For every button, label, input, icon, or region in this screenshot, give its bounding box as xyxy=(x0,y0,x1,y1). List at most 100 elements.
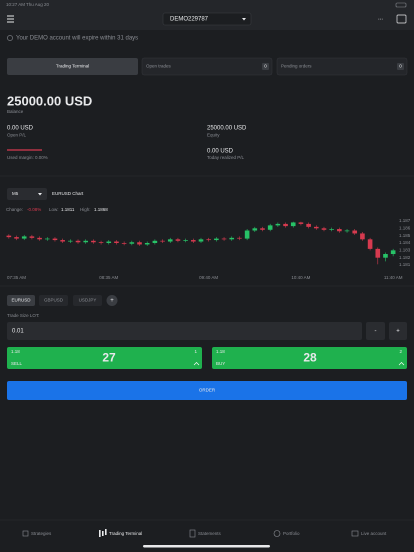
buy-price: 1.18 xyxy=(216,349,225,354)
low-label: Low: xyxy=(49,207,59,212)
equity-label: Equity xyxy=(207,133,220,138)
candle-body xyxy=(221,238,227,240)
candle-body xyxy=(167,239,173,242)
candle-body xyxy=(214,238,219,241)
symbol-chip-active[interactable] xyxy=(7,295,35,306)
used-margin: Used margin: 0.00% xyxy=(7,155,48,160)
change-value: -0.08% xyxy=(27,207,41,212)
nav-icon xyxy=(351,530,359,537)
tab[interactable] xyxy=(141,57,273,76)
decrease-button[interactable] xyxy=(366,322,385,340)
menu-button[interactable] xyxy=(7,15,14,23)
tab-badge xyxy=(262,63,269,70)
candle-body xyxy=(275,223,281,226)
trade-size: 0.01 xyxy=(12,329,24,335)
nav-item[interactable]: Live account xyxy=(361,531,387,536)
sell-label: SELL xyxy=(11,361,23,366)
candle-body xyxy=(367,239,373,249)
buy-count: 2 xyxy=(399,349,402,354)
order-label: ORDER xyxy=(199,388,216,393)
sell-button[interactable]: 1.18 27 1 SELL xyxy=(7,347,202,369)
minus: - xyxy=(375,329,377,335)
account-dropdown[interactable]: DEMO229787 xyxy=(162,12,252,26)
candle-body xyxy=(144,243,150,245)
candle-body xyxy=(360,233,365,240)
x-tick-label: 11:40 AM xyxy=(384,275,403,280)
low-value: 1.1811 xyxy=(61,207,75,212)
expiry-notice: Your DEMO account will expire within 31 … xyxy=(16,36,138,42)
x-tick-label: 08:35 AM xyxy=(99,275,118,280)
symbol-chip[interactable] xyxy=(73,295,102,306)
high-label: High: xyxy=(80,207,91,212)
dropdown-box xyxy=(162,12,252,26)
candle-body xyxy=(29,236,35,238)
candle-body xyxy=(106,241,112,243)
candle-body xyxy=(98,242,104,243)
tab-count: 0 xyxy=(399,64,402,69)
candle-body xyxy=(206,239,211,241)
candle-body xyxy=(375,248,381,258)
candle-body xyxy=(290,222,296,227)
plus: + xyxy=(396,329,400,335)
candle-body xyxy=(260,228,265,230)
trade-size-input[interactable] xyxy=(7,322,362,340)
nav-icon-part xyxy=(105,529,107,535)
symbol: USDJPY xyxy=(79,298,97,303)
candle-body xyxy=(21,236,27,239)
tab[interactable] xyxy=(276,57,408,76)
timeframe-dropdown[interactable]: M5 xyxy=(7,188,47,200)
candle-body xyxy=(14,237,19,239)
chevron xyxy=(398,362,405,366)
order-button[interactable] xyxy=(7,381,407,400)
profile-icon[interactable] xyxy=(396,14,407,24)
candle-body xyxy=(75,240,81,243)
increase-button[interactable] xyxy=(389,322,407,340)
home-indicator xyxy=(143,545,270,548)
buy-pips: 28 xyxy=(303,351,317,365)
chart-title: EURUSD Chart xyxy=(52,191,84,196)
status-date: Thu Aug 20 xyxy=(26,2,50,7)
high-value: 1.1868 xyxy=(94,207,108,212)
tab-active[interactable] xyxy=(7,58,138,75)
realized-pl: 0.00 USD xyxy=(207,149,234,155)
tab-label: Pending orders xyxy=(281,64,312,69)
candle-body xyxy=(244,230,250,239)
candle-body xyxy=(83,240,89,243)
more-menu[interactable]: ... xyxy=(378,16,383,22)
candle-body xyxy=(91,240,96,243)
nav-item[interactable]: Portfolio xyxy=(283,531,300,536)
buy-button[interactable]: 1.18 28 2 BUY xyxy=(212,347,407,369)
candle-body xyxy=(329,229,334,230)
symbol: GBPUSD xyxy=(44,298,64,303)
add-symbol-button[interactable] xyxy=(106,295,118,306)
equity: 25000.00 USD xyxy=(207,126,247,132)
nav-icon xyxy=(189,529,196,538)
candle-body xyxy=(137,242,142,245)
open-pl: 0.00 USD xyxy=(7,126,34,132)
nav-item[interactable]: Strategies xyxy=(31,531,52,536)
trade-size-label: Trade Size LOT: xyxy=(7,313,39,318)
symbol-chip[interactable] xyxy=(39,295,68,306)
candle-body xyxy=(390,250,396,255)
x-tick-label: 10:40 AM xyxy=(291,275,310,280)
sell-box xyxy=(7,347,202,369)
info-icon xyxy=(7,35,13,41)
y-tick-label: 1.184 xyxy=(399,240,411,245)
tab-label: Trading Terminal xyxy=(56,64,89,69)
candle-body xyxy=(321,228,327,230)
candle-body xyxy=(129,242,135,244)
nav-item-active[interactable]: Trading Terminal xyxy=(109,531,142,536)
open-pl-label: Open P/L xyxy=(7,133,27,138)
sell-price: 1.18 xyxy=(11,349,20,354)
timeframe: M5 xyxy=(12,191,19,196)
symbol: EURUSD xyxy=(11,298,31,303)
x-tick-label: 09:40 AM xyxy=(199,275,218,280)
candle-body xyxy=(44,238,50,240)
y-tick-label: 1.185 xyxy=(399,233,411,238)
candle-body xyxy=(52,238,58,241)
y-tick-label: 1.181 xyxy=(399,262,411,267)
candle-body xyxy=(337,229,342,232)
candle-body xyxy=(306,223,311,227)
nav-item[interactable]: Statements xyxy=(198,531,222,536)
candle-body xyxy=(37,237,42,240)
